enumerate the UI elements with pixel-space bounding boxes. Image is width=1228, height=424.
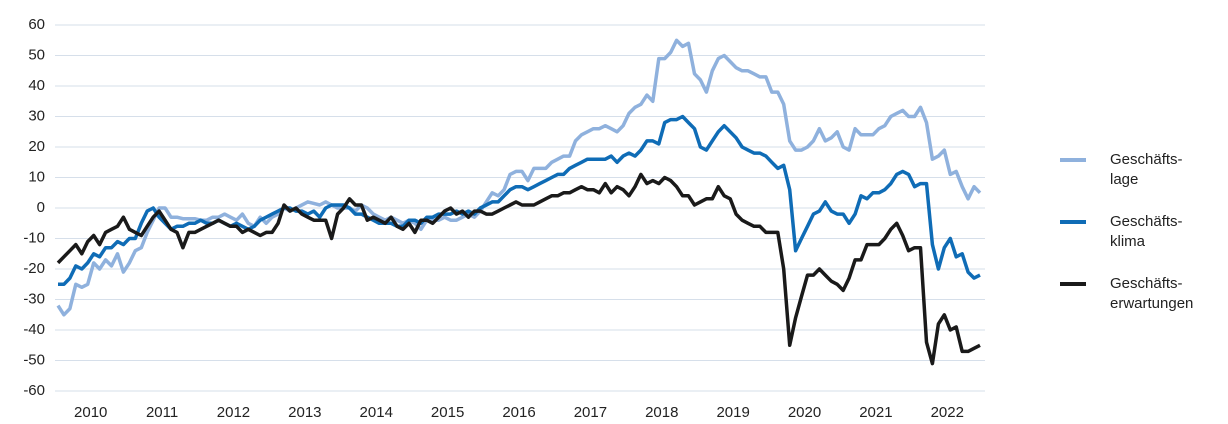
y-tick-label: -30 [23,290,45,307]
x-tick-label: 2019 [716,404,749,421]
series-line [56,172,981,366]
legend-swatch [1060,220,1086,224]
series-line [56,38,982,317]
x-tick-label: 2011 [146,404,178,421]
x-tick-label: 2018 [645,404,678,421]
x-tick-label: 2020 [788,404,821,421]
x-tick-label: 2012 [217,404,250,421]
x-tick-label: 2014 [360,404,393,421]
x-tick-label: 2013 [288,404,321,421]
legend-label: Geschäfts- erwartungen [1110,275,1194,312]
legend-label: Geschäfts- klima [1110,213,1183,250]
legend-item: Geschäfts- erwartungen [1060,274,1193,314]
legend-swatch [1060,158,1086,162]
x-tick-label: 2017 [574,404,607,421]
legend-label: Geschäfts- lage [1110,151,1183,188]
chart: -60 -50 -40 -30 -20 -10 0 10 20 30 40 50 60 2010 2011 2… [23,16,985,421]
legend-item: Geschäfts- lage [1060,150,1193,190]
y-tick-label: 10 [28,168,45,185]
legend-item: Geschäfts- klima [1060,212,1193,252]
y-tick-label: 20 [28,138,45,155]
x-tick-label: 2021 [859,404,892,421]
y-tick-label: -60 [23,382,45,399]
y-tick-label: 50 [28,46,45,63]
y-tick-label: -40 [23,321,45,338]
y-tick-label: 60 [28,16,45,33]
legend: Geschäfts- lage Geschäfts- klima Geschäfts… [1060,150,1193,336]
y-tick-label: 30 [28,107,45,124]
x-tick-label: 2010 [74,404,107,421]
x-tick-label: 2022 [931,404,964,421]
y-tick-label: -10 [23,229,45,246]
x-tick-label: 2016 [502,404,535,421]
y-tick-label: -50 [23,351,45,368]
y-tick-label: 40 [28,77,45,94]
y-tick-label: 0 [37,199,45,216]
x-tick-label: 2015 [431,404,464,421]
y-tick-label: -20 [23,260,45,277]
legend-swatch [1060,282,1086,286]
